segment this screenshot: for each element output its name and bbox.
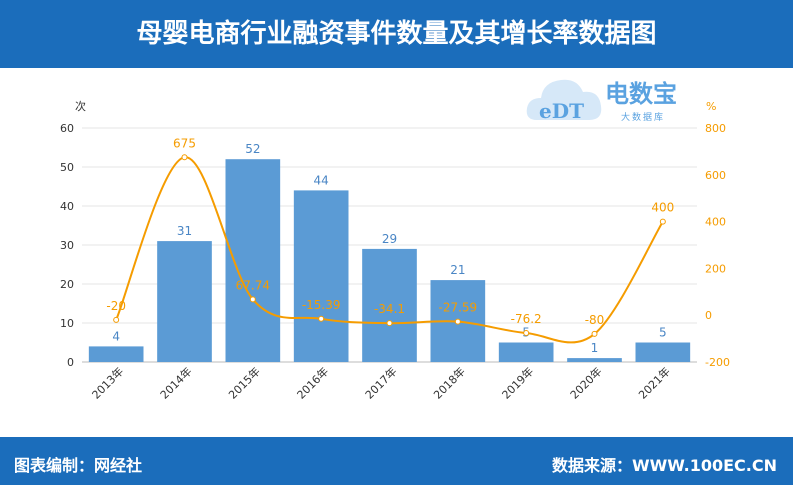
bar [498,342,554,362]
line-point [386,320,393,327]
line-point [591,330,598,337]
chart: 0 10 20 30 40 50 60 -200 0 200 400 600 800 次 % 4 31 52 44 2… [60,99,730,402]
line-value-label: -76.2 [511,312,542,326]
y-tick-label: 40 [60,200,74,213]
footer-credit: 图表编制：网经社 [14,456,143,475]
line-point [113,316,120,323]
y-tick-label: 50 [60,161,74,174]
x-tick-label: 2020年 [567,364,604,401]
bar [567,358,622,362]
line-point [181,154,188,161]
x-tick-label: 2016年 [294,364,331,401]
bar-value-label: 44 [314,173,329,187]
y2-tick-label: 200 [705,262,726,275]
x-tick-label: 2013年 [89,364,126,401]
bar-value-label: 31 [177,224,192,238]
y-tick-label: 30 [60,239,74,252]
bar-value-label: 1 [591,341,599,355]
line-value-label: -80 [585,313,605,327]
y-tick-label: 0 [67,356,74,369]
x-tick-label: 2014年 [157,364,194,401]
logo: eDT 电数宝 大数据库 [525,70,693,130]
footer: 图表编制：网经社 数据来源：WWW.100EC.CN [0,437,793,485]
y2-tick-label: 600 [705,169,726,182]
y2-tick-label: 0 [705,309,712,322]
x-tick-label: 2018年 [430,364,467,401]
bar-value-label: 52 [245,142,260,156]
line-point [659,218,666,225]
bar-value-label: 21 [450,263,465,277]
logo-sub: 大数据库 [621,113,666,123]
svg-text:eDT: eDT [539,99,584,123]
x-tick-label: 2021年 [635,364,672,401]
line-value-label: 675 [173,136,196,150]
line-value-label: -34.1 [374,302,405,316]
line-point [249,296,256,303]
x-tick-label: 2019年 [499,364,536,401]
bar-value-label: 5 [659,326,667,340]
bar [157,241,212,362]
y-tick-label: 10 [60,317,74,330]
line-point [523,330,530,337]
bar [635,342,691,362]
bar-value-label: 29 [382,232,397,246]
line-value-label: -20 [106,299,126,313]
chart-title: 母婴电商行业融资事件数量及其增长率数据图 [0,0,793,68]
line-value-label: 400 [651,201,674,215]
bar [88,346,144,362]
line-point [318,315,325,322]
bar-value-label: 4 [112,329,120,343]
y-tick-label: 60 [60,122,74,135]
x-tick-label: 2015年 [225,364,262,401]
y2-tick-label: 800 [705,122,726,135]
line-value-label: 67.74 [236,278,270,292]
cloud-logo-icon: eDT [526,79,602,123]
line-point [454,318,461,325]
bar [362,248,417,362]
y2-tick-label: -200 [705,356,730,369]
footer-source: 数据来源：WWW.100EC.CN [551,456,777,475]
x-tick-label: 2017年 [362,364,399,401]
y-tick-label: 20 [60,278,74,291]
line-value-label: -15.39 [302,298,341,312]
y2-tick-label: 400 [705,216,726,229]
y2-axis-label: % [706,100,716,113]
line-value-label: -27.59 [438,301,477,315]
y-axis-label: 次 [75,99,86,113]
bar [293,190,349,362]
logo-brand: 电数宝 [605,80,677,108]
